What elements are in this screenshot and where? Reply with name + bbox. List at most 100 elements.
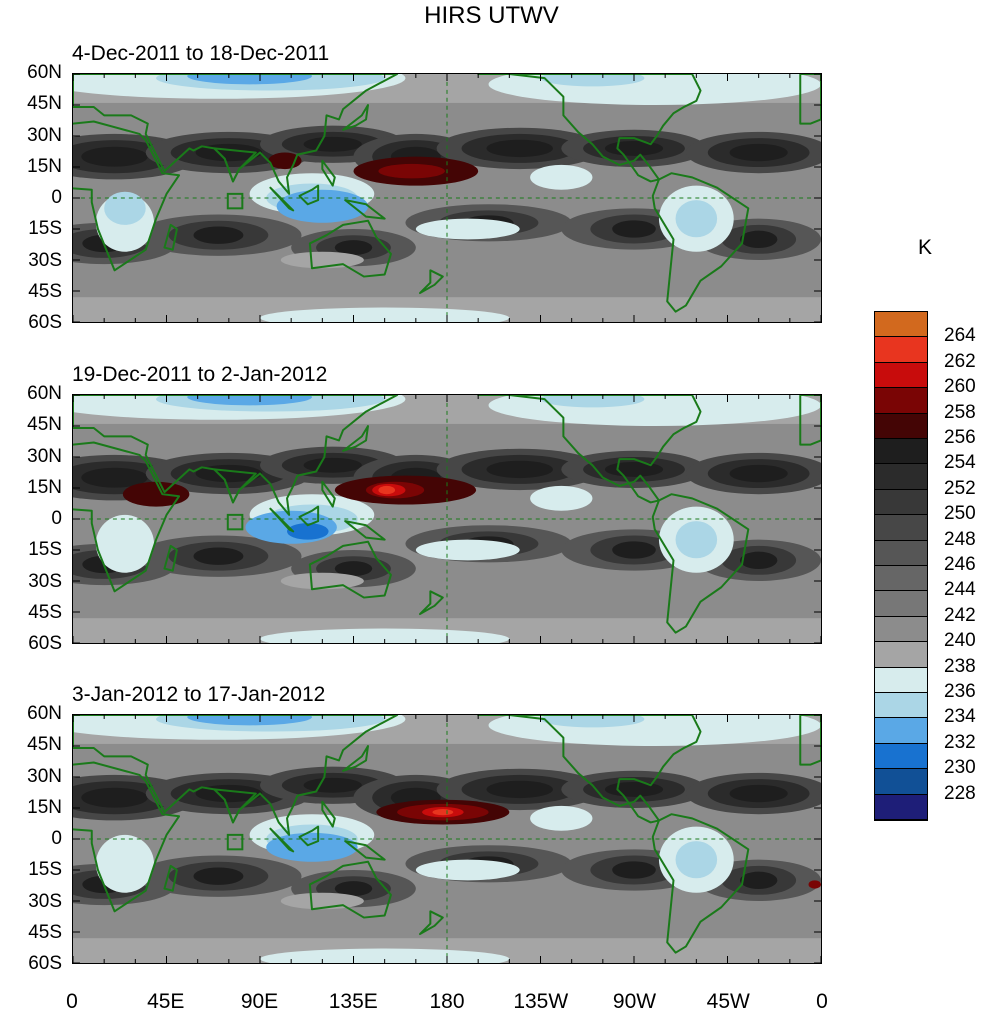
lat-tick-label: 15N xyxy=(27,476,62,498)
tick-marks xyxy=(73,395,821,643)
colorbar-level-label: 256 xyxy=(944,427,976,448)
contour-region xyxy=(187,715,312,726)
contour-region xyxy=(604,781,664,797)
contour-region xyxy=(81,787,148,808)
contour-region xyxy=(739,551,778,570)
contour-region xyxy=(675,521,718,559)
colorbar-box xyxy=(875,794,927,820)
contour-region xyxy=(415,859,520,881)
philippines-coastline xyxy=(321,800,336,828)
colorbar-box xyxy=(875,362,927,389)
colorbar-box xyxy=(875,337,927,363)
colorbar-level-label: 240 xyxy=(944,630,976,652)
lat-tick-label: 60N xyxy=(27,703,62,724)
contour-region xyxy=(729,464,788,483)
lat-tick-label: 15S xyxy=(28,218,62,240)
contour-region xyxy=(739,871,778,890)
colorbar-level-label: 262 xyxy=(944,350,976,372)
colorbar-level-label: 264 xyxy=(944,325,976,347)
coastlines xyxy=(73,74,821,313)
lat-tick-label: 60N xyxy=(27,62,62,83)
lat-tick-label: 45N xyxy=(27,734,62,756)
contour-region xyxy=(486,460,553,479)
coastlines xyxy=(73,715,821,954)
lat-tick-label: 15S xyxy=(28,859,62,881)
lat-tick-label: 30N xyxy=(27,124,62,146)
colorbar-level-label: 242 xyxy=(944,604,976,626)
lat-tick-label: 45S xyxy=(28,921,62,943)
panel-1-map xyxy=(72,73,822,323)
eurasia-coastline xyxy=(73,74,399,195)
contour-region xyxy=(540,715,645,728)
contour-region xyxy=(334,881,373,897)
contour-region xyxy=(612,861,656,879)
contour-region xyxy=(486,780,553,799)
lat-tick-label: 60S xyxy=(28,633,62,654)
newzealand-coastline xyxy=(418,590,444,616)
lat-tick-label: 60S xyxy=(28,953,62,974)
colorbar-level-label: 252 xyxy=(944,477,976,499)
contour-region xyxy=(530,485,593,511)
sumatra-coastline xyxy=(269,827,295,853)
newzealand-coastline xyxy=(418,269,444,295)
colorbar-box xyxy=(875,464,927,490)
newguinea-coastline xyxy=(344,840,386,861)
australia-coastline xyxy=(308,860,392,919)
eurasia-coastline xyxy=(73,395,399,516)
contour-region xyxy=(612,541,656,559)
lat-tick-label: 30S xyxy=(28,249,62,271)
tick-marks xyxy=(73,715,821,963)
contour-region xyxy=(193,547,244,565)
africa-coastline xyxy=(73,441,181,593)
contour-region xyxy=(303,136,362,152)
lat-tick-label: 60S xyxy=(28,312,62,333)
colorbar-level-label: 234 xyxy=(944,706,976,728)
contour-region xyxy=(122,481,190,507)
coastlines xyxy=(73,395,821,634)
colorbar-level-label: 232 xyxy=(944,731,976,753)
lon-tick-label: 135E xyxy=(328,990,378,1013)
contour-region xyxy=(287,523,329,540)
lat-tick-label: 45N xyxy=(27,93,62,115)
lon-tick-label: 0 xyxy=(66,990,78,1013)
india-coastline xyxy=(213,788,257,824)
contour-region xyxy=(540,395,645,408)
contour-region xyxy=(729,143,788,162)
lat-tick-label: 0 xyxy=(51,187,62,208)
lat-tick-label: 45N xyxy=(27,414,62,436)
colorbar-box xyxy=(875,718,927,744)
southamerica-coastline xyxy=(651,172,750,313)
contour-region xyxy=(187,74,312,85)
lat-tick-label: 30S xyxy=(28,570,62,592)
contour-region xyxy=(486,139,553,158)
lat-tick-label: 0 xyxy=(51,508,62,529)
lon-tick-label: 135W xyxy=(513,990,569,1013)
europe-fragment-coastline xyxy=(799,715,821,766)
contour-region xyxy=(280,572,364,590)
australia-coastline xyxy=(308,540,392,599)
region-box xyxy=(226,833,244,851)
colorbar-box xyxy=(875,439,927,465)
contour-region xyxy=(530,164,593,190)
northamerica-coastline xyxy=(477,715,702,824)
contour-region xyxy=(95,834,155,893)
contour-region xyxy=(334,240,373,256)
europe-fragment-coastline xyxy=(799,395,821,446)
contour-region xyxy=(193,867,244,885)
contour-region xyxy=(280,892,364,910)
japan-coastline xyxy=(342,104,370,131)
contour-region xyxy=(675,841,718,879)
figure-title: HIRS UTWV xyxy=(424,2,559,29)
colorbar-level-label: 248 xyxy=(944,528,976,550)
africa-coastline xyxy=(73,761,181,913)
contour-region xyxy=(81,467,148,488)
contour-region xyxy=(280,251,364,269)
lat-tick-label: 30N xyxy=(27,765,62,787)
colorbar-level-label: 250 xyxy=(944,503,976,525)
colorbar-box xyxy=(875,413,927,439)
contour-region xyxy=(378,485,396,495)
contour-region xyxy=(604,461,664,477)
colorbar-unit: K xyxy=(918,236,933,259)
colorbar-box xyxy=(875,489,927,516)
lon-tick-label: 0 xyxy=(816,990,828,1013)
